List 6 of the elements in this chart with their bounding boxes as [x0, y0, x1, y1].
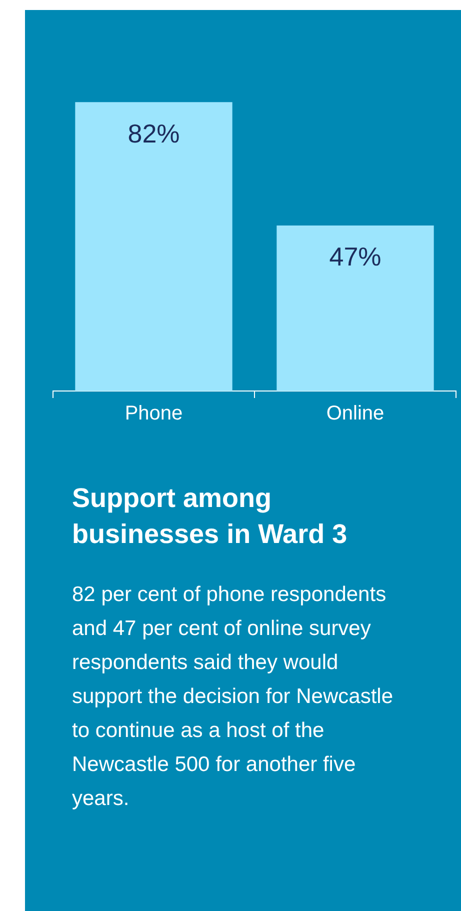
x-tick-label: Phone: [124, 402, 183, 425]
text: 82 per cent of phone respondents and 47 per cent of online survey respondents said they would support the decision for Newcastle to continue as a host of the Newcastle 500 for another five years.: [72, 582, 394, 812]
x-tick-label: Online: [326, 402, 384, 425]
data-label: 82%: [128, 118, 180, 148]
text: Support among businesses in Ward 3: [72, 482, 348, 551]
data-label: 47%: [329, 242, 382, 272]
